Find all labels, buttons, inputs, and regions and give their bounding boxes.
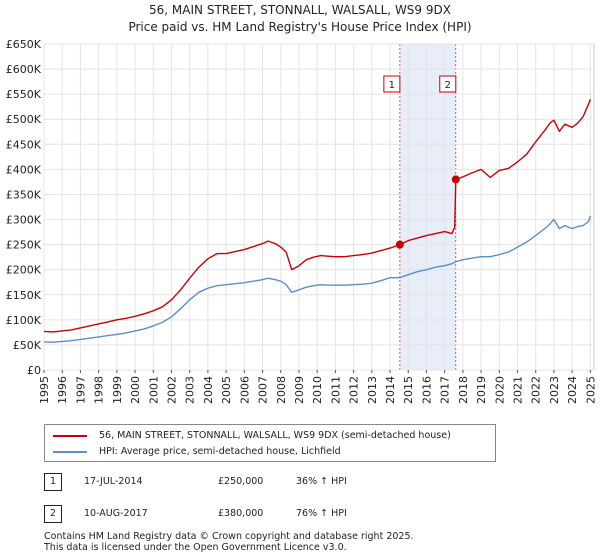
x-tick-label: 1997 [74,376,87,404]
property-price-line [43,98,592,333]
x-tick-label: 2014 [384,376,397,404]
transaction-hpi-change: 36% ↑ HPI [296,476,347,487]
x-tick-label: 1995 [38,376,51,404]
x-tick-label: 2016 [420,376,433,404]
x-tick-label: 2019 [475,376,488,404]
series-lines [43,98,592,343]
x-tick-label: 2013 [366,376,379,404]
x-tick-label: 2015 [402,376,415,404]
transaction-hpi-change: 76% ↑ HPI [296,508,347,519]
y-tick-label: £650K [6,38,42,51]
x-tick-label: 2004 [202,376,215,404]
transaction-price: £380,000 [218,508,264,519]
hpi-line [43,215,592,343]
transaction-label-box [439,75,457,93]
price-chart: £0 £50K £100K £150K £200K £250K £300K £350K £400… [6,38,598,404]
transaction-date: 17-JUL-2014 [84,476,143,487]
transaction-number: 1 [44,473,62,491]
y-tick-label: £600K [6,63,42,76]
y-tick-label: £450K [6,138,42,151]
x-tick-label: 2008 [275,376,288,404]
y-tick-label: £250K [6,239,42,252]
x-axis: 1995 1996 1997 1998 1999 2000 2001 2002 2003 2004… [38,370,597,404]
transaction-price: £250,000 [218,476,264,487]
y-tick-label: £400K [6,163,42,176]
x-tick-label: 2025 [584,376,597,404]
y-axis: £0 £50K £100K £150K £200K £250K £300K £350K £400… [6,38,42,377]
shaded-band [399,44,456,370]
transaction-label: 2 [445,80,451,91]
y-tick-label: £350K [6,188,42,201]
footer: Contains HM Land Registry data © Crown c… [44,531,414,553]
x-tick-label: 2018 [457,376,470,404]
x-tick-label: 2024 [566,376,579,404]
y-tick-label: £0 [27,364,41,377]
transaction-date: 10-AUG-2017 [84,508,148,519]
y-tick-label: £100K [6,314,42,327]
x-tick-label: 1999 [111,376,124,404]
transaction-number: 2 [44,505,62,523]
x-tick-label: 2017 [439,376,452,404]
x-tick-label: 1998 [93,376,106,404]
transaction-point [395,240,404,249]
legend-label-property: 56, MAIN STREET, STONNALL, WALSALL, WS9 … [99,430,451,441]
chart-subtitle: Price paid vs. HM Land Registry's House … [128,20,472,34]
x-tick-label: 2021 [512,376,525,404]
x-tick-label: 2011 [329,376,342,404]
x-tick-label: 2020 [493,376,506,404]
footer-license: This data is licensed under the Open Gov… [44,542,347,553]
legend: 56, MAIN STREET, STONNALL, WALSALL, WS9 … [44,424,496,462]
y-tick-label: £550K [6,88,42,101]
shaded-period [399,44,457,370]
x-tick-label: 2002 [165,376,178,404]
chart-title: 56, MAIN STREET, STONNALL, WALSALL, WS9 … [149,3,451,17]
transaction-label-box [383,75,401,93]
plot-frame [43,43,595,371]
legend-label-hpi: HPI: Average price, semi-detached house,… [99,446,341,457]
x-tick-label: 1996 [56,376,69,404]
transaction-label: 1 [389,80,395,91]
x-tick-label: 2012 [348,376,361,404]
x-tick-label: 2000 [129,376,142,404]
x-tick-label: 2022 [530,376,543,404]
legend-swatch-hpi [53,451,87,453]
y-tick-label: £150K [6,289,42,302]
x-tick-label: 2006 [238,376,251,404]
x-tick-label: 2005 [220,376,233,404]
x-tick-label: 2007 [257,376,270,404]
legend-swatch-property [53,435,87,437]
grid [43,43,594,371]
transaction-point [451,175,460,184]
x-tick-label: 2001 [147,376,160,404]
x-tick-label: 2023 [548,376,561,404]
x-tick-label: 2010 [311,376,324,404]
y-tick-label: £300K [6,214,42,227]
y-tick-label: £500K [6,113,42,126]
x-tick-label: 2009 [293,376,306,404]
x-tick-label: 2003 [184,376,197,404]
plot-area [43,43,595,371]
y-tick-label: £200K [6,264,42,277]
footer-copyright: Contains HM Land Registry data © Crown c… [44,531,414,542]
y-tick-label: £50K [13,339,42,352]
